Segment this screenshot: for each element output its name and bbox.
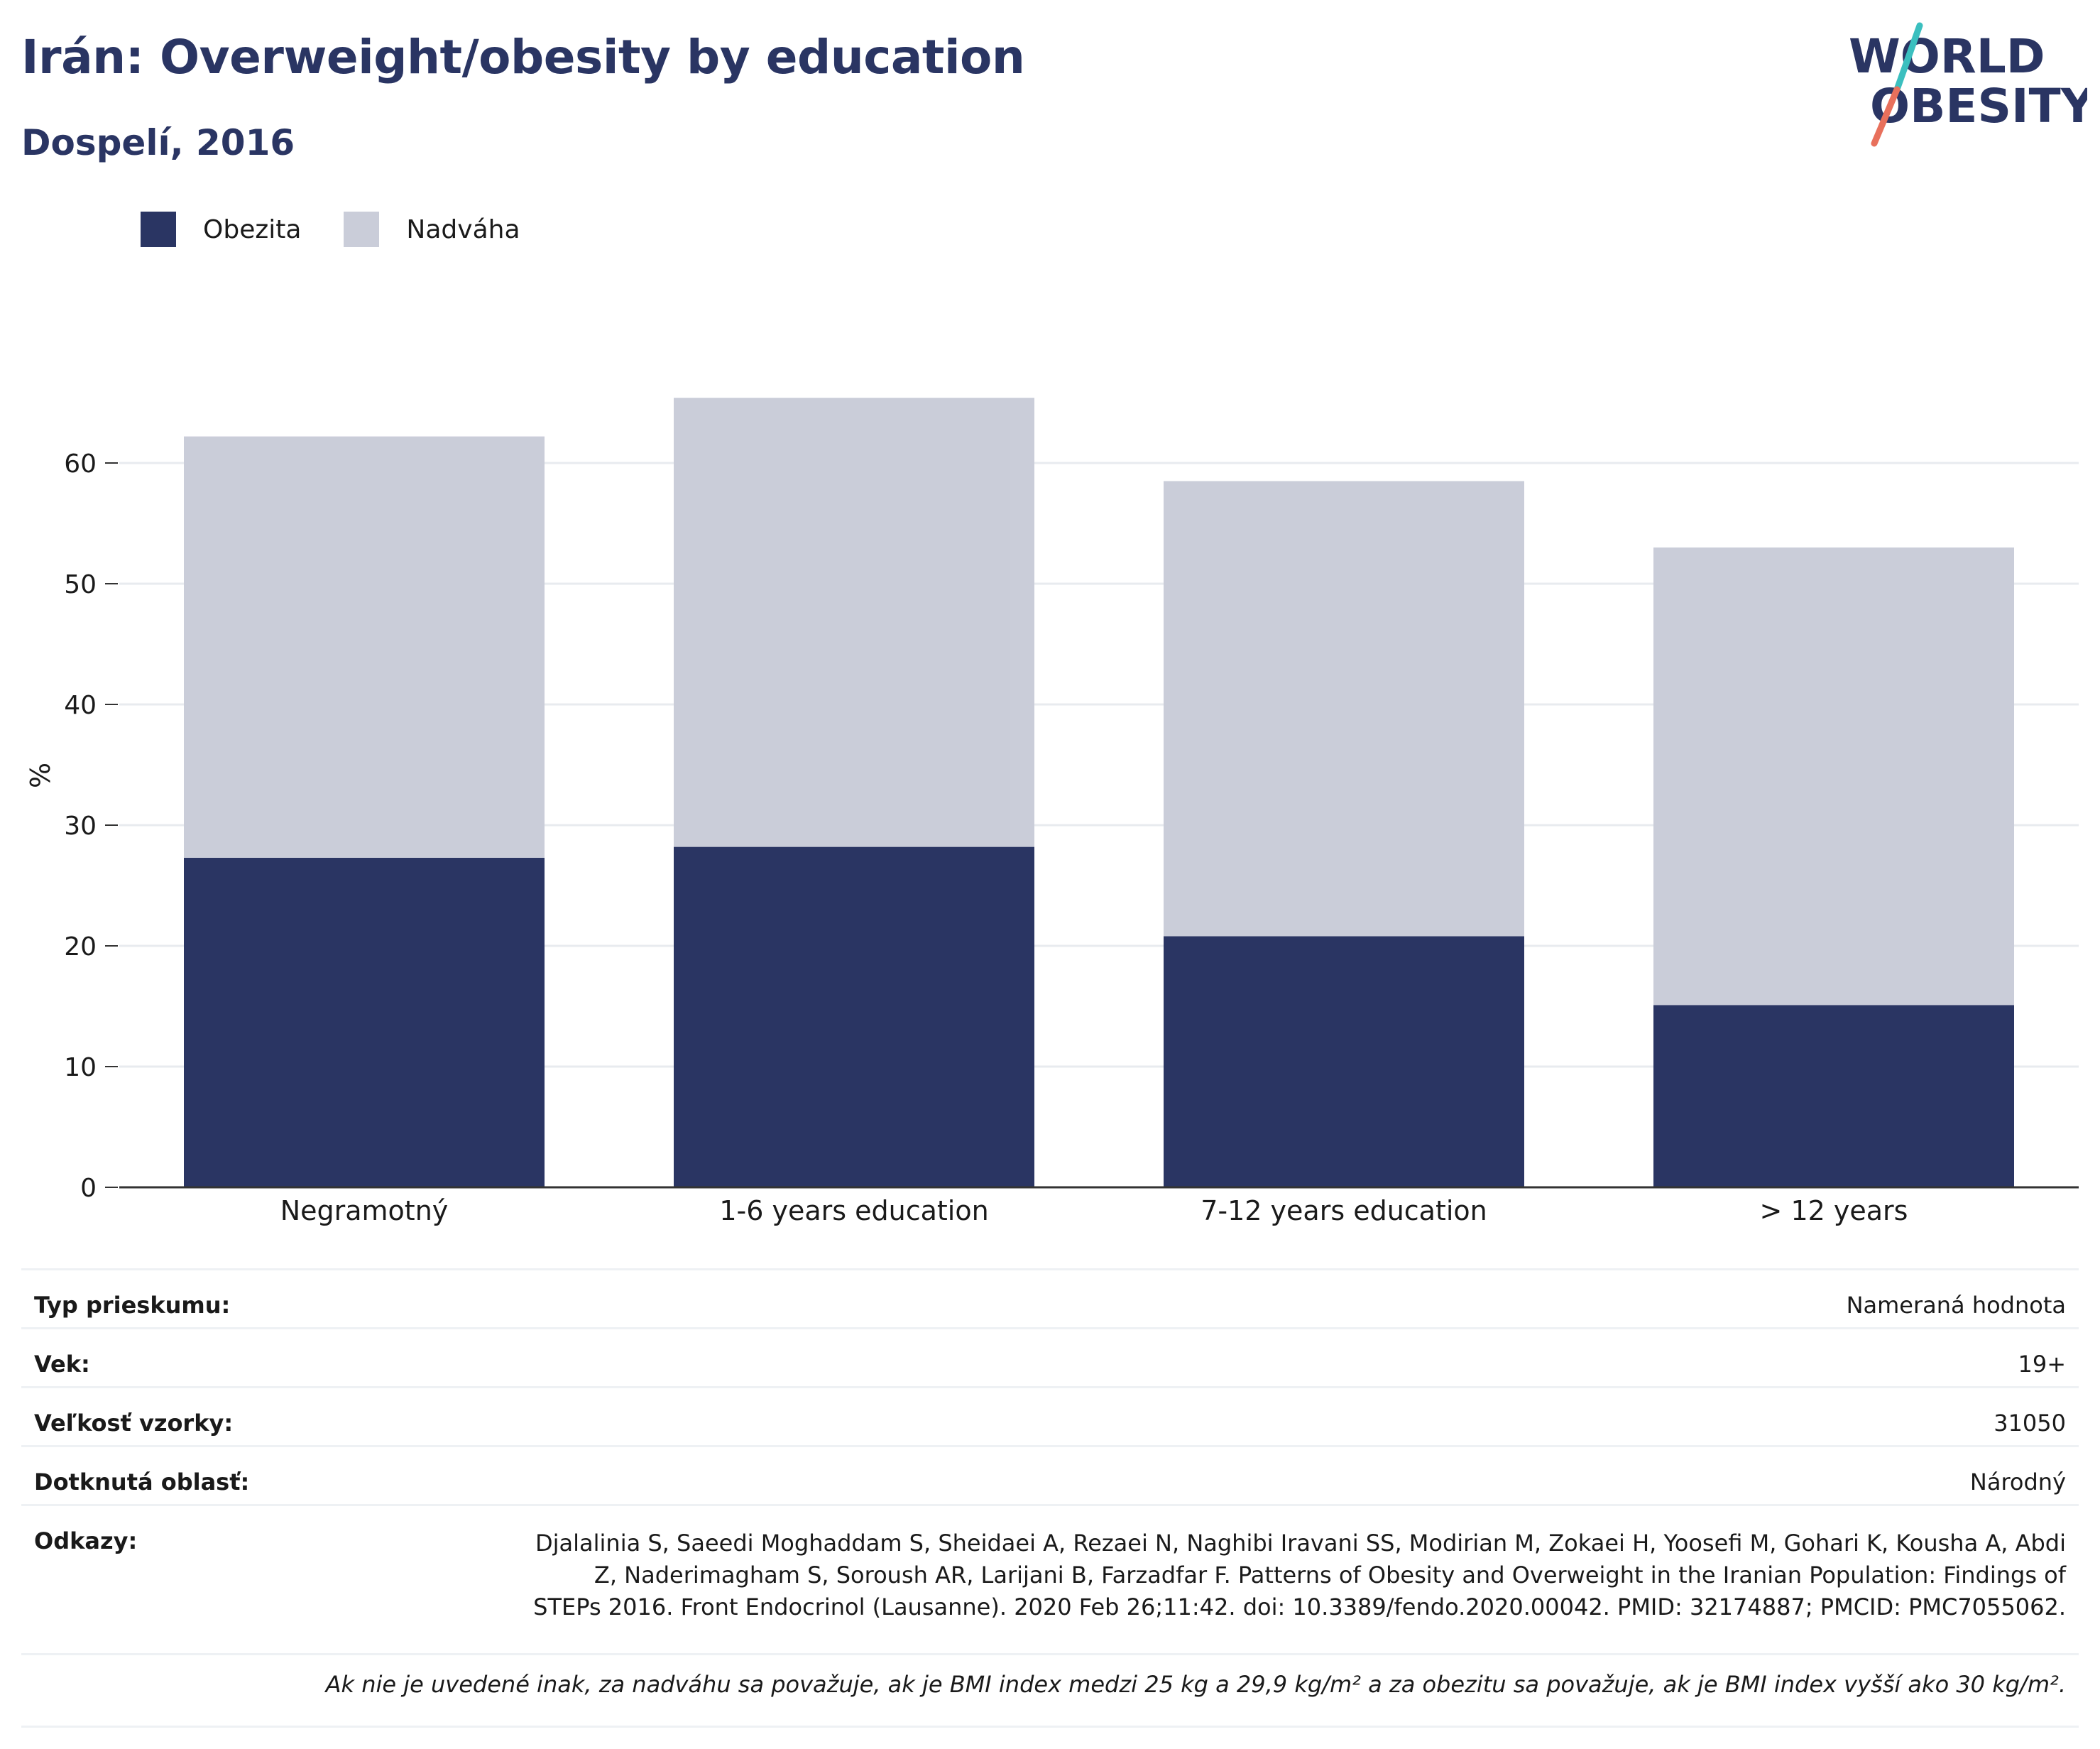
legend-item-obezita[interactable]: Obezita (141, 212, 301, 247)
world-obesity-logo: WORLD OBESITY (1849, 22, 2087, 147)
info-value-age: 19+ (2018, 1351, 2066, 1378)
chart-subtitle: Dospelí, 2016 (21, 122, 295, 163)
info-value-survey-type: Nameraná hodnota (1846, 1292, 2066, 1319)
bar-obezita-3 (1653, 1005, 2014, 1187)
info-value-sample-size: 31050 (1994, 1410, 2066, 1437)
bar-obezita-2 (1164, 936, 1524, 1187)
y-tick-label-20: 20 (64, 932, 97, 961)
bar-obezita-1 (674, 846, 1034, 1187)
x-tick-label-3: > 12 years (1760, 1195, 1908, 1226)
info-key-sample-size: Veľkosť vzorky: (34, 1410, 234, 1437)
legend-label-nadvaha: Nadváha (406, 214, 520, 244)
info-key-survey-type: Typ prieskumu: (34, 1292, 231, 1319)
info-key-references: Odkazy: (34, 1527, 138, 1554)
logo-line2: OBESITY (1870, 79, 2087, 134)
info-row-references: Odkazy: Djalalinia S, Saeedi Moghaddam S… (21, 1504, 2079, 1653)
bar-chart: 0 10 20 30 40 50 60% Negramotný 1-6 years educat… (25, 398, 2079, 1226)
info-value-area: Národný (1969, 1469, 2066, 1495)
bar-obezita-0 (184, 857, 545, 1187)
bar-nadvaha-0 (184, 436, 545, 858)
bmi-definition-note: Ak nie je uvedené inak, za nadváhu sa po… (21, 1653, 2079, 1710)
y-tick-label-40: 40 (64, 691, 97, 720)
x-tick-label-2: 7-12 years education (1201, 1195, 1487, 1226)
logo-line1: WORLD (1849, 29, 2045, 84)
info-key-area: Dotknutá oblasť: (34, 1469, 250, 1495)
bar-nadvaha-1 (674, 398, 1034, 847)
y-tick-label-10: 10 (64, 1053, 97, 1082)
info-key-age: Vek: (34, 1351, 90, 1378)
chart-title: Irán: Overweight/obesity by education (21, 30, 1025, 85)
info-row-age: Vek: 19+ (21, 1327, 2079, 1386)
logo-slash-coral (1871, 86, 1901, 147)
info-row-sample-size: Veľkosť vzorky: 31050 (21, 1386, 2079, 1445)
legend-swatch-obezita (141, 212, 176, 247)
bar-nadvaha-3 (1653, 547, 2014, 1006)
info-value-references: Djalalinia S, Saeedi Moghaddam S, Sheida… (533, 1530, 2066, 1620)
info-row-area: Dotknutá oblasť: Národný (21, 1445, 2079, 1504)
x-tick-label-1: 1-6 years education (719, 1195, 988, 1226)
logo-slash-teal (1893, 22, 1923, 93)
legend-label-obezita: Obezita (203, 214, 302, 244)
info-bottom-divider (21, 1726, 2079, 1728)
y-tick-label-30: 30 (64, 812, 97, 841)
bar-nadvaha-2 (1164, 481, 1524, 937)
y-tick-label-60: 60 (64, 449, 97, 479)
info-row-survey-type: Typ prieskumu: Nameraná hodnota (21, 1268, 2079, 1327)
y-axis-label: % (25, 763, 56, 788)
info-table: Typ prieskumu: Nameraná hodnota Vek: 19+… (21, 1268, 2079, 1728)
x-tick-label-0: Negramotný (280, 1195, 449, 1226)
chart-legend: Obezita Nadváha (141, 209, 563, 249)
legend-swatch-nadvaha (344, 212, 380, 247)
y-tick-label-0: 0 (80, 1174, 97, 1203)
legend-item-nadvaha[interactable]: Nadváha (344, 212, 520, 247)
y-tick-label-50: 50 (64, 570, 97, 599)
